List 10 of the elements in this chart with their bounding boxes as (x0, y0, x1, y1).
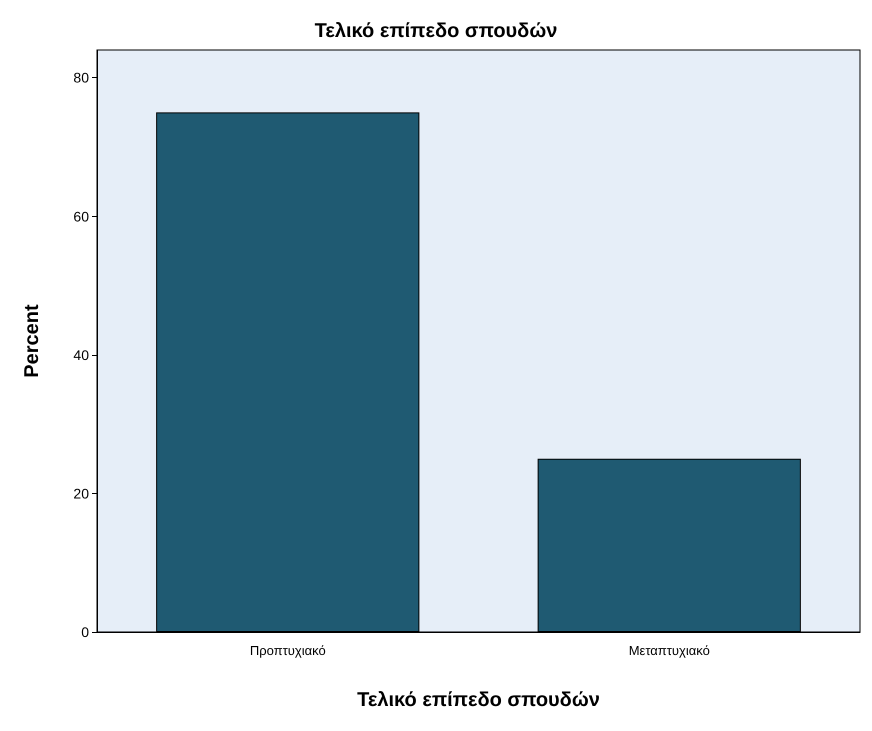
x-tick-label: Προπτυχιακό (250, 643, 326, 658)
y-tick-label: 80 (73, 70, 90, 86)
x-axis-title: Τελικό επίπεδο σπουδών (357, 689, 600, 711)
chart-title: Τελικό επίπεδο σπουδών (314, 20, 558, 42)
y-axis-title: Percent (21, 304, 43, 378)
y-tick-label: 40 (73, 346, 90, 363)
y-tick-label: 20 (73, 485, 90, 502)
y-tick-label: 60 (73, 208, 90, 224)
x-tick-label: Μεταπτυχιακό (628, 643, 710, 658)
y-tick-label: 0 (81, 624, 90, 640)
